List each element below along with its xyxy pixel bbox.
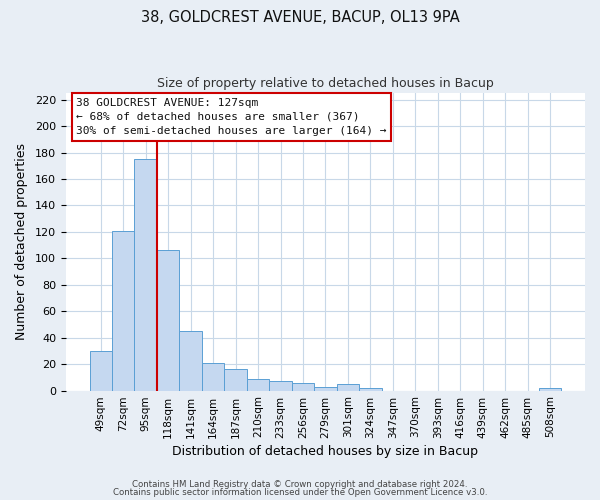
Y-axis label: Number of detached properties: Number of detached properties <box>15 144 28 340</box>
Bar <box>269 382 292 390</box>
Bar <box>157 250 179 390</box>
Bar <box>202 363 224 390</box>
Bar <box>224 370 247 390</box>
Bar <box>314 386 337 390</box>
Text: Contains HM Land Registry data © Crown copyright and database right 2024.: Contains HM Land Registry data © Crown c… <box>132 480 468 489</box>
Text: 38 GOLDCREST AVENUE: 127sqm
← 68% of detached houses are smaller (367)
30% of se: 38 GOLDCREST AVENUE: 127sqm ← 68% of det… <box>76 98 387 136</box>
Bar <box>359 388 382 390</box>
Bar <box>89 351 112 391</box>
Bar <box>112 230 134 390</box>
Bar <box>337 384 359 390</box>
X-axis label: Distribution of detached houses by size in Bacup: Distribution of detached houses by size … <box>172 444 478 458</box>
Bar <box>247 378 269 390</box>
Bar <box>539 388 562 390</box>
Bar <box>134 159 157 390</box>
Bar <box>292 382 314 390</box>
Text: 38, GOLDCREST AVENUE, BACUP, OL13 9PA: 38, GOLDCREST AVENUE, BACUP, OL13 9PA <box>140 10 460 25</box>
Bar <box>179 331 202 390</box>
Text: Contains public sector information licensed under the Open Government Licence v3: Contains public sector information licen… <box>113 488 487 497</box>
Title: Size of property relative to detached houses in Bacup: Size of property relative to detached ho… <box>157 78 494 90</box>
